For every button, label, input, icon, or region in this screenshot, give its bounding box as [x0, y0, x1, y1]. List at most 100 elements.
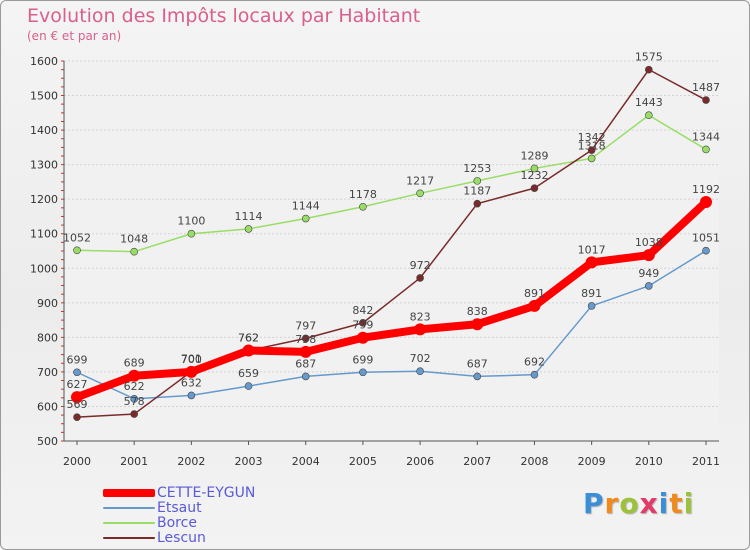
data-label: 1038 [635, 236, 663, 249]
data-label: 627 [67, 378, 88, 391]
data-point [301, 214, 310, 223]
logo-letter: i [683, 487, 695, 520]
data-label: 1187 [463, 185, 491, 198]
series-line-lescun [76, 68, 707, 418]
data-label: 700 [181, 353, 202, 366]
data-point [530, 184, 539, 192]
y-tick-label: 1000 [30, 262, 58, 275]
data-label: 687 [467, 357, 488, 370]
legend-swatch [103, 507, 155, 509]
data-label: 632 [181, 376, 202, 389]
data-label: 1342 [578, 131, 606, 144]
logo-letter: r [604, 487, 620, 520]
data-point [702, 246, 710, 255]
data-label: 797 [295, 319, 316, 332]
x-tick-label: 2003 [235, 455, 263, 468]
data-point [130, 410, 138, 418]
logo-letter: i [658, 487, 670, 520]
series-line-borce [76, 114, 707, 253]
legend-label: CETTE-EYGUN [157, 485, 256, 501]
data-label: 689 [124, 357, 145, 370]
data-point [73, 413, 81, 421]
data-label: 1114 [235, 210, 263, 223]
data-label: 949 [638, 267, 659, 280]
data-point [359, 319, 367, 327]
data-point [471, 318, 484, 331]
y-tick-label: 1500 [30, 90, 58, 103]
data-point [301, 372, 310, 381]
data-point [702, 96, 710, 104]
data-label: 1192 [692, 183, 720, 196]
x-tick-label: 2007 [463, 455, 491, 468]
legend-swatch [103, 537, 155, 539]
data-point [473, 199, 482, 208]
y-tick-label: 500 [37, 435, 58, 448]
data-point [73, 368, 81, 377]
data-point [645, 282, 653, 290]
chart-title: Evolution des Impôts locaux par Habitant [27, 5, 421, 27]
data-point [642, 249, 655, 262]
data-point [585, 256, 598, 269]
logo-letter: o [619, 487, 640, 520]
legend-swatch [103, 489, 155, 497]
chart-subtitle: (en € et par an) [27, 29, 122, 43]
x-tick-label: 2002 [177, 455, 205, 468]
y-tick-label: 1100 [30, 228, 58, 241]
data-label: 578 [124, 395, 145, 408]
y-tick-label: 1200 [30, 193, 58, 206]
data-point [473, 177, 482, 185]
data-point [356, 331, 369, 344]
y-tick-label: 1300 [30, 159, 58, 172]
data-label: 659 [238, 367, 259, 380]
data-label: 891 [524, 287, 545, 300]
data-label: 687 [295, 357, 316, 370]
data-point [473, 372, 482, 381]
data-label: 1575 [635, 51, 663, 64]
data-label: 699 [67, 353, 88, 366]
data-label: 1017 [578, 243, 606, 256]
data-point [187, 391, 196, 400]
data-label: 1443 [635, 96, 663, 109]
logo-letter: P [583, 487, 605, 520]
data-point [416, 189, 424, 198]
series-line-cette-eygun [73, 197, 710, 402]
y-tick-label: 1400 [30, 124, 58, 137]
data-point [530, 370, 539, 379]
data-label: 702 [410, 352, 431, 365]
data-label: 699 [352, 353, 373, 366]
data-point [130, 247, 138, 256]
legend-label: Lescun [157, 530, 206, 546]
data-point [416, 274, 424, 282]
x-tick-label: 2009 [578, 455, 606, 468]
data-point [587, 146, 596, 154]
data-label: 799 [352, 319, 373, 332]
data-point [299, 345, 312, 358]
y-tick-label: 800 [37, 331, 58, 344]
y-tick-label: 1600 [30, 55, 58, 68]
data-label: 823 [410, 310, 431, 323]
data-label: 1051 [692, 232, 720, 245]
data-point [71, 391, 83, 404]
data-point [359, 202, 367, 211]
data-label: 1048 [120, 233, 148, 246]
data-label: 762 [238, 331, 259, 344]
legend-label: Etsaut [157, 500, 202, 516]
data-point [702, 145, 710, 154]
data-point [530, 164, 539, 173]
data-label: 1178 [349, 188, 377, 201]
data-label: 1344 [692, 130, 720, 143]
data-point [187, 229, 196, 238]
data-label: 891 [581, 287, 602, 300]
x-tick-label: 2006 [406, 455, 434, 468]
x-tick-label: 2000 [63, 455, 91, 468]
series-line-etsaut [76, 249, 707, 400]
y-tick-label: 700 [37, 366, 58, 379]
data-point [359, 368, 367, 377]
data-point [528, 299, 541, 312]
x-tick-label: 2010 [635, 455, 663, 468]
data-point [645, 111, 653, 120]
x-tick-label: 2004 [292, 455, 320, 468]
data-point [244, 382, 253, 390]
data-label: 1318 [578, 139, 606, 152]
